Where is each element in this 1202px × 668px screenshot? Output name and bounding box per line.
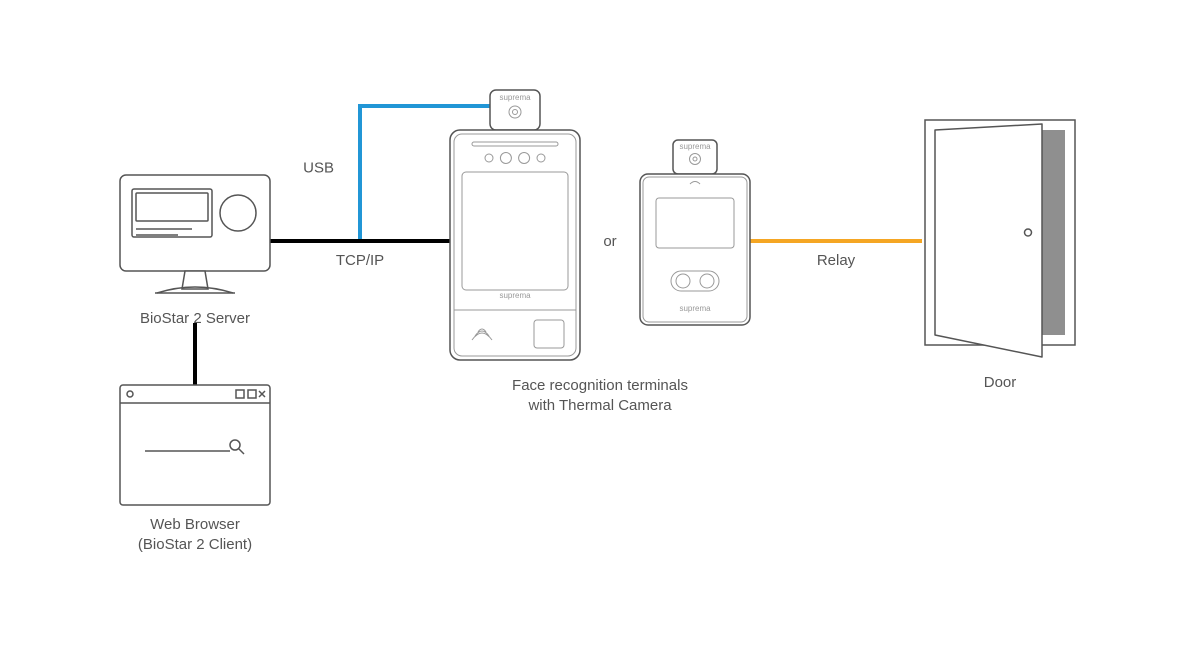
door-label: Door <box>984 374 1017 391</box>
terminal-small-icon: suprema suprema <box>640 140 750 325</box>
brand-label: suprema <box>499 93 531 102</box>
tcpip-label: TCP/IP <box>336 252 384 269</box>
brand-label-3: suprema <box>679 142 711 151</box>
relay-label: Relay <box>817 252 856 269</box>
terminal-big-icon: suprema suprema <box>450 90 580 360</box>
door-icon: Door <box>925 120 1075 391</box>
terminals-label-1: Face recognition terminals <box>512 377 688 394</box>
browser-label-2: (BioStar 2 Client) <box>138 536 252 553</box>
brand-label-4: suprema <box>679 304 711 313</box>
browser-label-1: Web Browser <box>150 516 240 533</box>
terminals-label-2: with Thermal Camera <box>527 397 672 414</box>
browser-icon: Web Browser (BioStar 2 Client) <box>120 385 270 553</box>
server-icon: BioStar 2 Server <box>120 175 270 327</box>
or-label: or <box>603 233 616 250</box>
server-label: BioStar 2 Server <box>140 310 250 327</box>
brand-label-2: suprema <box>499 291 531 300</box>
usb-label: USB <box>303 160 334 177</box>
